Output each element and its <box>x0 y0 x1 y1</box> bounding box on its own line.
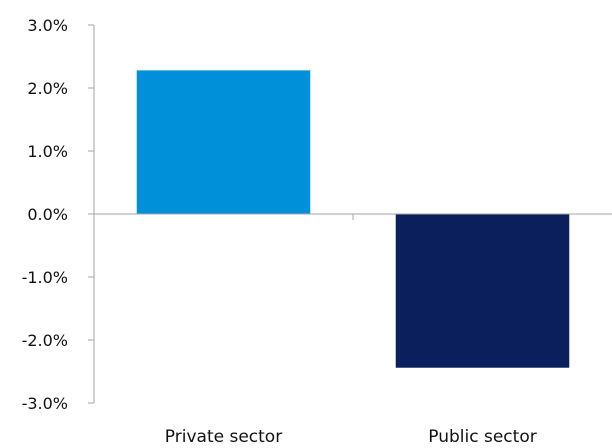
y-tick-label: 0.0% <box>27 205 68 224</box>
y-tick-label: -3.0% <box>22 394 68 413</box>
y-tick-label: 2.0% <box>27 79 68 98</box>
y-tick-label: -1.0% <box>22 268 68 287</box>
x-category-label: Private sector <box>165 427 282 447</box>
y-tick-label: 1.0% <box>27 142 68 161</box>
x-axis <box>94 213 612 220</box>
x-category-label: Public sector <box>428 427 536 447</box>
category-labels: Private sector Public sector <box>165 427 537 447</box>
y-tick-label: -2.0% <box>22 331 68 350</box>
bars <box>136 70 570 368</box>
bar-public-sector <box>395 214 570 368</box>
y-tick-label: 3.0% <box>27 16 68 35</box>
bar-private-sector <box>136 70 311 214</box>
y-axis: 3.0% 2.0% 1.0% 0.0% -1.0% -2.0% -3.0% <box>22 16 95 413</box>
